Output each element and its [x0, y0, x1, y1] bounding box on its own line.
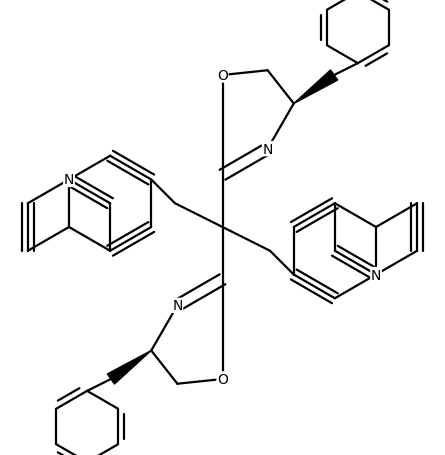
- Text: N: N: [64, 173, 74, 187]
- Text: O: O: [217, 372, 228, 386]
- Text: N: N: [263, 142, 273, 156]
- Text: N: N: [371, 268, 381, 282]
- Polygon shape: [107, 351, 151, 384]
- Polygon shape: [294, 71, 338, 104]
- Text: O: O: [217, 69, 228, 83]
- Text: N: N: [172, 299, 182, 313]
